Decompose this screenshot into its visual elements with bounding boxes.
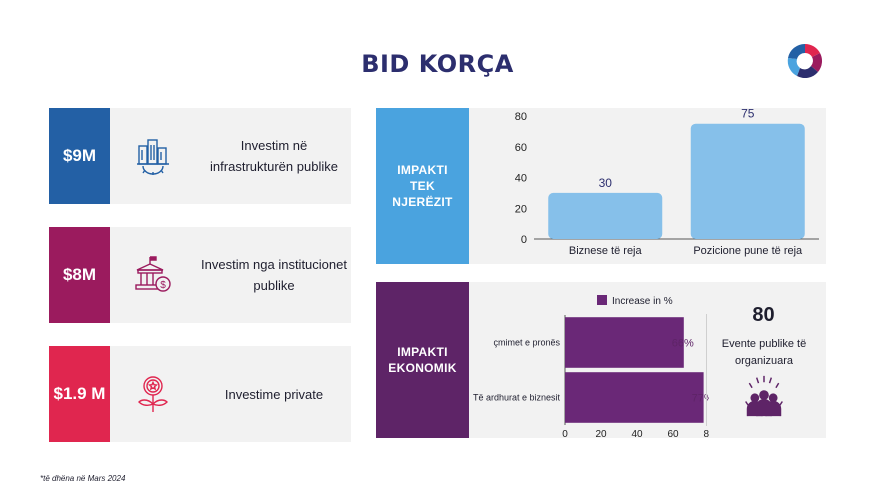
card-label: Investim në infrastrukturën publike	[210, 138, 338, 174]
events-value: 80	[752, 304, 775, 326]
x-tick-label: 80	[703, 429, 709, 438]
econ-heading-text: IMPAKTI EKONOMIK	[388, 345, 457, 375]
y-tick-label: 60	[515, 142, 527, 154]
card-infrastructure: $9M Investim në infrastrukturën publike	[49, 108, 351, 204]
people-impact-panel: IMPAKTI TEK NJERËZIT 0 20 40 60 80 30 Biznese …	[376, 108, 826, 264]
card-value: $9M	[49, 108, 110, 204]
new-business-jobs-chart: 0 20 40 60 80 30 Biznese të reja 75 Pozicione pu…	[515, 108, 819, 257]
svg-text:$: $	[160, 280, 166, 291]
page-title: BID KORÇA	[361, 50, 514, 78]
institution-money-icon: $	[135, 256, 171, 292]
people-heading-text: IMPAKTI TEK NJERËZIT	[392, 163, 453, 209]
bar-data-label: 77%	[692, 393, 709, 405]
legend-swatch	[597, 295, 607, 305]
x-tick-label: Biznese të reja	[569, 245, 643, 257]
panel-heading: IMPAKTI EKONOMIK	[376, 282, 469, 438]
card-value: $8M	[49, 227, 110, 323]
flower-star-icon	[138, 376, 168, 412]
card-institutions: $8M $ Investim nga institucionet publike	[49, 227, 351, 323]
bar	[565, 317, 684, 368]
panel-heading: IMPAKTI TEK NJERËZIT	[376, 108, 469, 264]
economic-increase-chart: Increase in % 0 20 40 60 80 çmimet e pronës 66%…	[473, 295, 709, 438]
x-tick-label: 60	[667, 429, 679, 438]
y-tick-label: çmimet e pronës	[493, 338, 560, 348]
bar	[565, 372, 704, 423]
legend-label: Increase in %	[612, 296, 673, 307]
logo-icon	[787, 43, 823, 79]
bar-data-label: 30	[599, 176, 613, 190]
y-tick-label: Të ardhurat e biznesit	[473, 393, 561, 403]
bar	[690, 123, 805, 239]
bar	[548, 192, 663, 239]
card-private: $1.9 M Investime private	[49, 346, 351, 442]
x-tick-label: 20	[595, 429, 607, 438]
crowd-celebration-icon	[745, 375, 783, 417]
city-gear-icon	[137, 139, 169, 175]
card-value: $1.9 M	[49, 346, 110, 442]
y-tick-label: 20	[515, 203, 527, 215]
events-label: Evente publike të organizuara	[721, 338, 807, 367]
footnote: *të dhëna në Mars 2024	[40, 474, 126, 483]
events-divider	[706, 314, 707, 426]
economic-impact-panel: IMPAKTI EKONOMIK Increase in % 0 20 40 60 80 ç…	[376, 282, 826, 438]
x-tick-label: 0	[562, 429, 568, 438]
y-tick-label: 80	[515, 111, 527, 123]
x-tick-label: Pozicione pune të reja	[693, 245, 803, 257]
events-block: 80 Evente publike të organizuara	[706, 282, 826, 438]
bar-data-label: 75	[741, 108, 755, 121]
y-tick-label: 0	[521, 234, 527, 246]
x-tick-label: 40	[631, 429, 643, 438]
card-label: Investime private	[224, 386, 324, 402]
y-tick-label: 40	[515, 173, 527, 185]
bar-data-label: 66%	[672, 338, 694, 350]
card-label: Investim nga institucionet publike	[201, 257, 347, 293]
